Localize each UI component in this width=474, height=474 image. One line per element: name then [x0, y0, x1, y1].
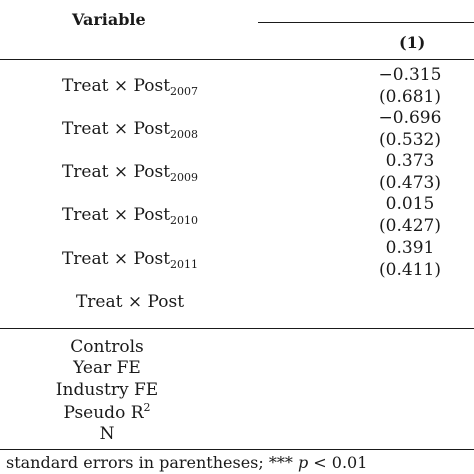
se-2010: (0.427) [379, 216, 441, 236]
coef-2007: −0.315 [378, 65, 442, 85]
bottom-rule [0, 449, 474, 450]
controls-label: Controls [70, 337, 144, 357]
se-2007: (0.681) [379, 87, 441, 107]
se-2008: (0.532) [379, 130, 441, 150]
industry-fe-label: Industry FE [55, 380, 159, 400]
se-2009: (0.473) [379, 173, 441, 193]
coef-2011: 0.391 [385, 238, 435, 258]
header-column-rule [258, 22, 474, 23]
header-bottom-rule [0, 59, 474, 60]
header-variable: Variable [72, 10, 146, 29]
variable-row-2010: Treat × Post2010 [61, 205, 199, 227]
section-rule [0, 328, 474, 329]
variable-row-2009: Treat × Post2009 [61, 162, 199, 184]
table-note: standard errors in parentheses; *** p < … [6, 453, 368, 472]
variable-row-2011: Treat × Post2011 [61, 249, 199, 271]
variable-row-2008: Treat × Post2008 [61, 119, 199, 141]
coef-2010: 0.015 [385, 194, 435, 214]
header-column-1: (1) [399, 33, 426, 52]
coef-2008: −0.696 [378, 108, 442, 128]
coef-2009: 0.373 [385, 151, 435, 171]
se-2011: (0.411) [379, 260, 441, 280]
pseudo-r2-label: Pseudo R2 [63, 401, 151, 423]
variable-row-2007: Treat × Post2007 [61, 76, 199, 98]
variable-row-post: Treat × Post [75, 292, 185, 312]
year-fe-label: Year FE [73, 358, 141, 378]
n-label: N [99, 424, 115, 444]
